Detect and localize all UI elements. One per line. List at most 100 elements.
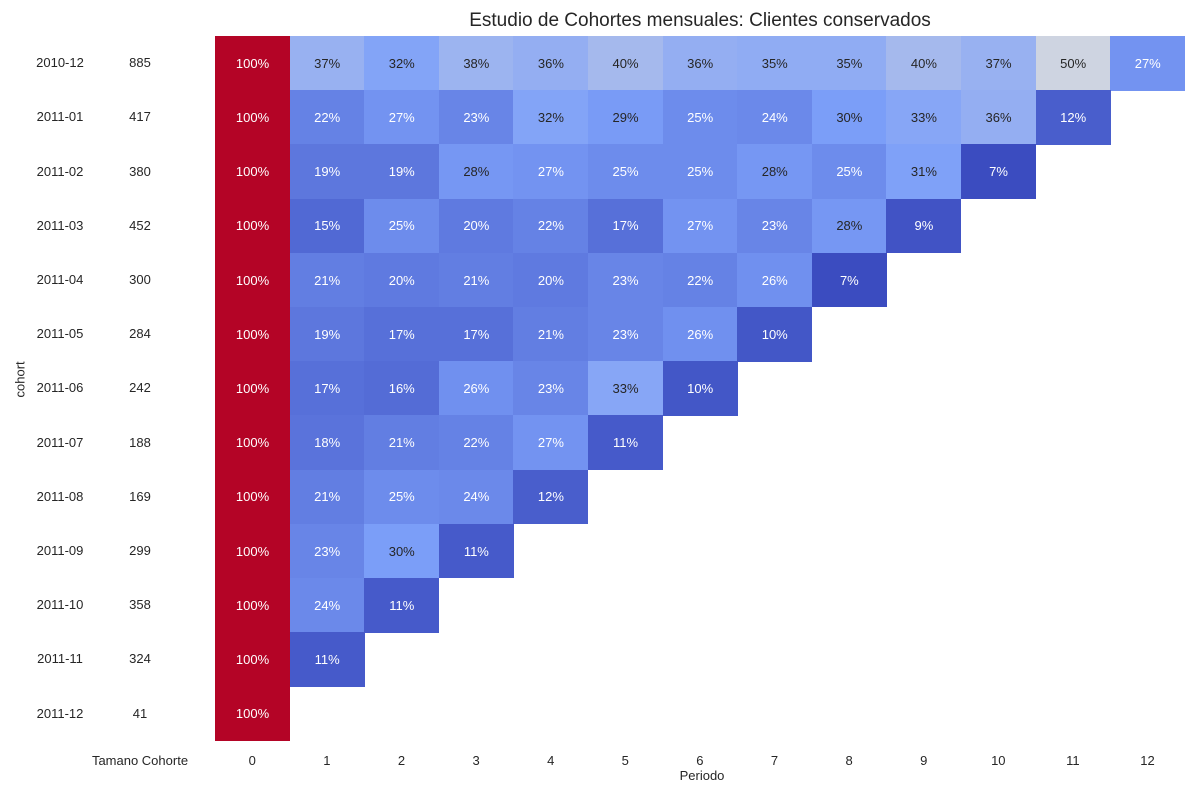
chart-title: Estudio de Cohortes mensuales: Clientes … <box>469 10 931 31</box>
heatmap-cell: 20% <box>438 198 514 254</box>
heatmap-cell: 17% <box>438 307 514 362</box>
heatmap-cell: 100% <box>215 36 291 91</box>
x-axis-label: Periodo <box>679 768 725 783</box>
heatmap-cell: 35% <box>737 36 813 91</box>
heatmap-cell: 19% <box>289 307 365 362</box>
heatmap-cell: 32% <box>513 90 589 145</box>
heatmap-cell: 25% <box>364 469 440 525</box>
heatmap-cell: 27% <box>662 198 738 254</box>
heatmap-cell: 16% <box>364 361 440 416</box>
heatmap-cell: 25% <box>662 90 738 145</box>
cohort-size-label: 885 <box>129 55 151 71</box>
heatmap-cell: 21% <box>289 252 365 308</box>
y-tick-label: 2011-11 <box>37 651 83 667</box>
heatmap-cell: 11% <box>588 415 664 471</box>
heatmap-cell: 25% <box>662 144 738 200</box>
heatmap-cell: 23% <box>588 307 664 362</box>
y-tick-label: 2011-02 <box>36 163 84 179</box>
cohort-size-label: 358 <box>129 597 151 613</box>
y-tick-label: 2011-03 <box>36 217 84 233</box>
y-tick-label: 2011-04 <box>36 271 84 287</box>
heatmap-cell: 15% <box>289 198 365 254</box>
heatmap-cell: 19% <box>364 144 440 200</box>
heatmap-cell: 36% <box>961 90 1037 145</box>
heatmap-cell: 27% <box>364 90 440 145</box>
heatmap-cell: 28% <box>737 144 813 200</box>
heatmap-cell: 36% <box>662 36 738 91</box>
heatmap-cell: 37% <box>289 36 365 91</box>
cohort-size-label: 417 <box>129 109 151 125</box>
heatmap-cell: 27% <box>513 415 589 471</box>
heatmap-cell: 100% <box>215 686 291 742</box>
heatmap-cell: 40% <box>886 36 962 91</box>
heatmap-cell: 24% <box>438 469 514 525</box>
y-tick-label: 2011-01 <box>36 109 84 125</box>
heatmap-cell: 21% <box>289 469 365 525</box>
x-tick-label: 2 <box>397 752 406 768</box>
x-tick-label: 10 <box>991 752 1006 768</box>
heatmap-cell: 100% <box>215 415 291 471</box>
heatmap-cell: 31% <box>886 144 962 200</box>
heatmap-cell: 100% <box>215 90 291 145</box>
heatmap-cell: 22% <box>513 198 589 254</box>
heatmap-cell: 33% <box>588 361 664 416</box>
heatmap-cell: 22% <box>289 90 365 145</box>
heatmap-cell: 33% <box>886 90 962 145</box>
heatmap-cell: 23% <box>438 90 514 145</box>
heatmap-cell: 24% <box>289 578 365 633</box>
heatmap-cell: 28% <box>811 198 887 254</box>
cohort-size-header: Tamano Cohorte <box>91 752 189 768</box>
x-tick-label: 5 <box>621 752 629 768</box>
heatmap-cell: 23% <box>737 198 813 254</box>
heatmap-cell: 26% <box>438 361 514 416</box>
heatmap-cell: 7% <box>961 144 1037 200</box>
heatmap-cell: 7% <box>811 252 887 308</box>
x-tick-label: 11 <box>1066 752 1080 768</box>
y-tick-label: 2011-07 <box>36 434 84 450</box>
heatmap-cell: 36% <box>513 36 589 91</box>
heatmap-cell: 100% <box>215 469 291 525</box>
heatmap-cell: 22% <box>662 252 738 308</box>
heatmap-cell: 11% <box>289 632 365 687</box>
heatmap-cell: 20% <box>513 252 589 308</box>
cohort-size-label: 242 <box>129 380 151 396</box>
heatmap-cell: 25% <box>364 198 440 254</box>
x-tick-label: 3 <box>472 752 480 768</box>
heatmap-cell: 11% <box>438 523 514 579</box>
y-tick-label: 2011-05 <box>36 326 84 342</box>
heatmap-cell: 23% <box>289 523 365 579</box>
heatmap-cell: 17% <box>364 307 440 362</box>
heatmap-cell: 38% <box>438 36 514 91</box>
heatmap-cell: 11% <box>364 578 440 633</box>
heatmap-cell: 30% <box>811 90 887 145</box>
heatmap-cell: 27% <box>1110 36 1186 91</box>
heatmap-cell: 10% <box>737 307 813 362</box>
x-tick-label: 6 <box>696 752 704 768</box>
y-tick-label: 2011-12 <box>36 705 84 721</box>
x-tick-label: 7 <box>770 752 779 768</box>
cohort-size-label: 299 <box>129 542 151 558</box>
heatmap-cell: 19% <box>289 144 365 200</box>
heatmap-cell: 21% <box>364 415 440 471</box>
x-tick-label: 8 <box>845 752 853 768</box>
heatmap-cell: 100% <box>215 632 291 687</box>
cohort-size-label: 452 <box>129 217 151 233</box>
heatmap-cell: 40% <box>588 36 664 91</box>
heatmap-cell: 26% <box>737 252 813 308</box>
heatmap-cell: 23% <box>513 361 589 416</box>
heatmap-cell: 28% <box>438 144 514 200</box>
y-tick-label: 2011-10 <box>36 597 84 613</box>
x-tick-label: 9 <box>920 752 928 768</box>
heatmap-cell: 24% <box>737 90 813 145</box>
heatmap-cell: 10% <box>662 361 738 416</box>
heatmap-cell: 100% <box>215 307 291 362</box>
cohort-size-label: 169 <box>129 488 151 504</box>
heatmap-cell: 100% <box>215 578 291 633</box>
heatmap-cell: 30% <box>364 523 440 579</box>
y-tick-label: 2011-06 <box>36 380 84 396</box>
heatmap-cell: 12% <box>1035 90 1111 145</box>
cohort-size-label: 324 <box>129 651 151 667</box>
heatmap-cell: 37% <box>961 36 1037 91</box>
heatmap-cell: 23% <box>588 252 664 308</box>
heatmap-cell: 100% <box>215 198 291 254</box>
